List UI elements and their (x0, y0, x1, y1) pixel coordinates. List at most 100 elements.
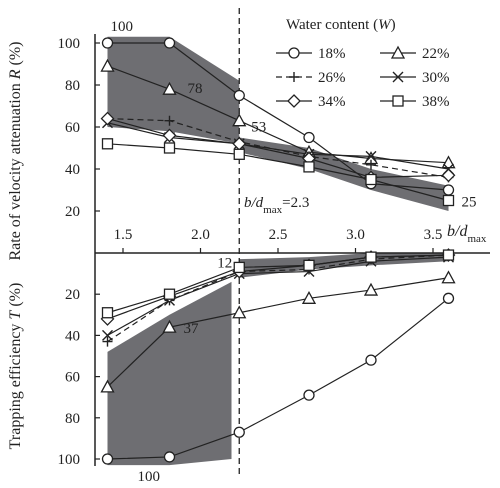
bottom-data-point (101, 307, 114, 319)
legend-label: 26% (318, 70, 346, 86)
legend-item: 38% (380, 94, 450, 110)
bottom-series-line (107, 254, 449, 343)
legend-marker (392, 95, 404, 107)
top-data-point (303, 161, 315, 173)
top-y-tick-label: 80 (65, 78, 80, 94)
annotation-label: 12 (217, 255, 232, 271)
top-data-point (232, 113, 247, 127)
top-data-point (441, 168, 456, 183)
legend-label: 22% (422, 46, 450, 62)
legend-item: 18% (276, 46, 346, 62)
bottom-data-point (163, 451, 176, 463)
bottom-data-point (365, 354, 377, 366)
legend-marker (289, 72, 299, 82)
top-data-point (365, 150, 377, 162)
bottom-data-point (233, 426, 245, 438)
legend-item: 26% (276, 70, 346, 86)
top-y-tick-label: 20 (65, 204, 80, 220)
top-y-axis-title: Rate of velocity attenuation R (%) (7, 41, 24, 260)
top-data-point (163, 142, 176, 154)
legend-item: 30% (380, 70, 450, 86)
annotation-label: 53 (251, 120, 266, 136)
top-y-tick-label: 40 (65, 162, 80, 178)
bottom-series-38pct (101, 249, 455, 319)
x-tick-label: 2.0 (191, 227, 210, 243)
top-data-point (442, 194, 455, 207)
top-data-point (100, 111, 115, 126)
top-data-point (441, 155, 456, 169)
top-data-point (366, 159, 376, 170)
top-data-point (100, 58, 115, 72)
top-data-point (233, 148, 245, 160)
annotation-label: 100 (138, 469, 161, 485)
threshold-label: b/dmax=2.3 (244, 195, 309, 216)
bottom-series-line (107, 297, 449, 460)
legend-label: 34% (318, 94, 346, 110)
annotation-label: 100 (111, 19, 134, 35)
top-series-line (107, 143, 449, 202)
bottom-data-point (441, 270, 456, 284)
bottom-data-point (232, 305, 247, 319)
bottom-y-tick-label: 100 (58, 452, 81, 468)
bottom-band-1 (107, 281, 232, 466)
top-series-line (107, 118, 449, 179)
bottom-series-22pct (100, 270, 456, 393)
bottom-series-18pct (101, 292, 455, 465)
top-series-38pct (101, 138, 455, 207)
bottom-data-point (233, 261, 245, 274)
bottom-data-point (102, 329, 113, 341)
top-data-point (101, 37, 114, 49)
legend-marker (287, 94, 301, 108)
legend-marker (390, 45, 406, 59)
bottom-data-point (442, 249, 455, 261)
bottom-y-axis-title: Trapping efficiency T (%) (7, 283, 24, 450)
legend-marker (288, 47, 300, 59)
annotation-layer: 100 78 53 25 12 37 100 (111, 19, 477, 485)
bottom-data-point (102, 336, 113, 347)
legend-label: 38% (422, 94, 450, 110)
bottom-series-line (107, 256, 449, 336)
bottom-y-tick-label: 40 (65, 328, 80, 344)
bottom-data-point (363, 282, 379, 296)
bottom-series-line (107, 277, 449, 388)
bottom-data-point (365, 251, 377, 263)
top-data-point (164, 115, 175, 126)
top-data-point (303, 131, 315, 144)
legend-title: Water content (W) (286, 17, 396, 33)
bottom-y-tick-label: 20 (65, 287, 80, 303)
top-series-line (107, 42, 449, 191)
axes (94, 34, 490, 466)
top-series-line (107, 65, 449, 164)
x-tick-label: 3.5 (424, 227, 443, 243)
top-data-point (365, 173, 377, 186)
bottom-y-tick-label: 60 (65, 370, 80, 386)
top-y-tick-label: 100 (58, 36, 81, 52)
top-y-tick-label: 60 (65, 120, 80, 136)
annotation-label: 37 (184, 321, 200, 337)
bottom-data-point (303, 389, 315, 401)
x-tick-label: 3.0 (346, 227, 365, 243)
bottom-data-point (301, 290, 317, 304)
annotation-label: 78 (188, 81, 203, 97)
bottom-data-point (303, 259, 315, 272)
top-data-point (442, 184, 455, 196)
bottom-data-point (100, 379, 115, 393)
top-data-point (162, 128, 177, 143)
legend-label: 18% (318, 46, 346, 62)
bottom-data-point (442, 292, 455, 304)
top-data-point (162, 81, 177, 95)
legend-marker (392, 71, 404, 83)
x-tick-label: 1.5 (114, 227, 133, 243)
x-axis-title: b/dmax (447, 223, 487, 245)
top-data-point (233, 89, 245, 102)
top-data-point (101, 138, 114, 150)
ticks: 20 40 60 80 100 20 40 60 80 100 1.5 2.0 2.5 3.0 3.5 (58, 36, 443, 468)
top-series-line (107, 122, 449, 170)
legend: Water content (W) 18% 22% 26% 30% 34% 38% (276, 17, 450, 110)
bottom-data-point (101, 453, 114, 465)
legend-item: 34% (276, 94, 346, 110)
bottom-y-tick-label: 80 (65, 411, 80, 427)
annotation-label: 25 (462, 195, 477, 211)
bottom-data-point (162, 319, 177, 333)
